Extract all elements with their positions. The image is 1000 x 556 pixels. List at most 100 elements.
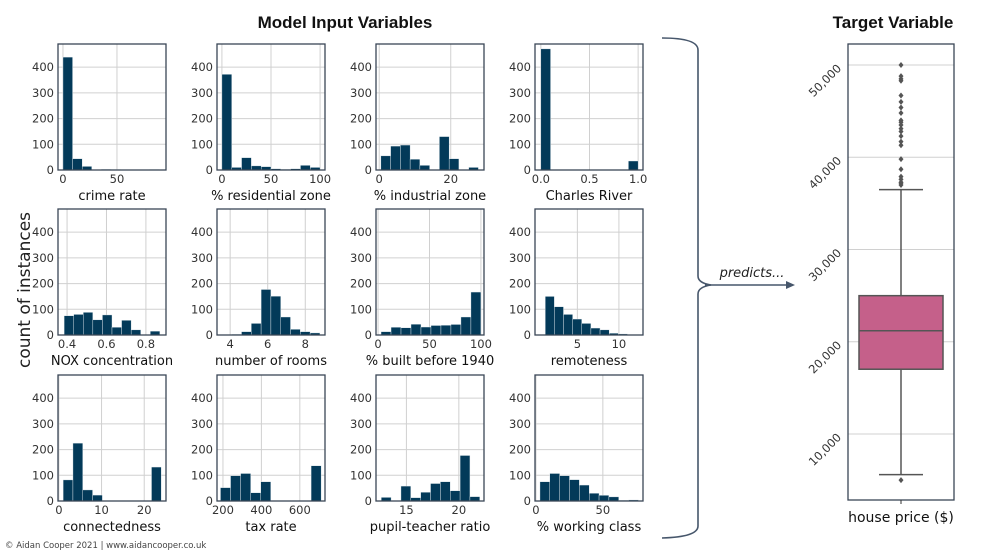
histogram-bar [92, 494, 103, 502]
y-tick-label: 0 [47, 163, 54, 177]
y-tick-label: 30,000 [806, 246, 844, 284]
histogram-bar [559, 475, 570, 502]
axes-frame [216, 43, 326, 171]
y-tick-label: 0 [365, 328, 372, 342]
x-tick-label: 15 [399, 503, 414, 517]
histogram-connectedness: 0 100 200 300 400 0 10 20 connectedness [32, 374, 167, 535]
histogram-bar [220, 487, 231, 502]
axes-frame [534, 208, 644, 336]
x-tick-label: 1.0 [629, 172, 647, 186]
histogram-bar [579, 484, 590, 502]
x-tick-label: 100 [309, 172, 331, 186]
outlier-point [898, 142, 904, 149]
histogram-bar [251, 323, 262, 336]
histogram-bar [628, 160, 639, 171]
x-axis-label: % industrial zone [374, 189, 486, 204]
predicts-label: predicts... [719, 266, 785, 281]
y-tick-label: 200 [509, 443, 531, 457]
y-tick-label: 400 [32, 225, 54, 239]
y-tick-label: 400 [350, 225, 372, 239]
y-tick-label: 400 [350, 60, 372, 74]
y-tick-label: 50,000 [806, 61, 844, 99]
brace-icon [661, 37, 712, 539]
y-tick-label: 100 [191, 302, 213, 316]
histogram-bar [459, 455, 471, 502]
histogram-bar [569, 479, 580, 502]
x-tick-label: 0.6 [97, 337, 115, 351]
histogram-pupil-teacher-ratio: 0 100 200 300 400 15 20 pupil-teacher ratio [350, 374, 490, 535]
box-iqr [858, 294, 944, 370]
inputs-title: Model Input Variables [258, 13, 433, 32]
histogram-bar [72, 158, 83, 171]
x-tick-label: 20 [452, 503, 467, 517]
y-tick-label: 300 [32, 251, 54, 265]
histogram-bar [420, 326, 432, 336]
x-tick-label: 0.8 [137, 337, 155, 351]
histogram-bar [581, 323, 592, 336]
histogram-bar [598, 495, 610, 502]
y-tick-label: 300 [509, 86, 531, 100]
y-tick-label: 400 [191, 391, 213, 405]
x-tick-label: 0 [374, 337, 381, 351]
x-tick-label: 4 [226, 337, 233, 351]
outlier-point [898, 104, 904, 111]
x-tick-label: 50 [596, 503, 611, 517]
y-tick-label: 20,000 [806, 338, 844, 376]
y-tick-label: 400 [191, 225, 213, 239]
x-tick-label: 200 [212, 503, 234, 517]
footer-credit: © Aidan Cooper 2021 | www.aidancooper.co… [5, 541, 206, 551]
axes-frame [375, 43, 485, 171]
histogram-bar [539, 481, 551, 502]
histogram-bar [280, 316, 291, 336]
histogram-bar [554, 306, 564, 336]
histogram-number-of-rooms: 0 100 200 300 400 4 6 8 number of rooms [191, 208, 327, 369]
y-tick-label: 0 [524, 494, 531, 508]
histogram-bar [83, 312, 94, 336]
x-tick-label: 6 [264, 337, 271, 351]
histogram-bar [72, 442, 83, 502]
arrow-head-icon [786, 281, 795, 289]
histogram-bar [230, 475, 241, 502]
y-tick-label: 200 [32, 277, 54, 291]
histogram-bar [439, 136, 450, 171]
histogram-bar [260, 481, 272, 502]
y-tick-label: 100 [350, 302, 372, 316]
histogram-bar [448, 158, 460, 171]
outlier-point [898, 98, 904, 105]
y-tick-label: 100 [350, 468, 372, 482]
x-axis-label: house price ($) [848, 510, 954, 526]
y-tick-label: 0 [47, 328, 54, 342]
y-tick-label: 0 [206, 328, 213, 342]
y-tick-label: 100 [509, 468, 531, 482]
outlier-point [898, 92, 904, 99]
y-tick-label: 200 [191, 277, 213, 291]
histogram-bar [63, 315, 74, 336]
y-tick-label: 300 [191, 417, 213, 431]
outlier-point [898, 477, 904, 484]
y-tick-label: 400 [32, 391, 54, 405]
outlier-point [898, 166, 904, 173]
axes-frame [375, 374, 485, 502]
x-tick-label: 0.0 [532, 172, 550, 186]
outlier-point [898, 110, 904, 117]
histogram-bar [430, 483, 441, 502]
x-tick-label: 20 [137, 503, 152, 517]
x-axis-label: % residential zone [211, 189, 331, 204]
y-tick-label: 0 [365, 494, 372, 508]
x-axis-label: connectedness [63, 520, 161, 535]
outlier-point [898, 138, 904, 145]
histogram-bar [400, 327, 412, 336]
histogram--working-class: 0 100 200 300 400 0 50 % working class [509, 374, 644, 535]
outlier-point [898, 73, 904, 80]
histogram-nox-concentration: 0 100 200 300 400 0.4 0.6 0.8 NOX concentration [32, 208, 173, 369]
y-tick-label: 300 [32, 86, 54, 100]
histogram-bar [82, 489, 93, 502]
x-tick-label: 0 [55, 503, 62, 517]
x-tick-label: 0.4 [58, 337, 76, 351]
histogram-bar [589, 493, 600, 502]
x-tick-label: 5 [574, 337, 581, 351]
outlier-point [898, 156, 904, 163]
histogram-bar [419, 165, 430, 171]
